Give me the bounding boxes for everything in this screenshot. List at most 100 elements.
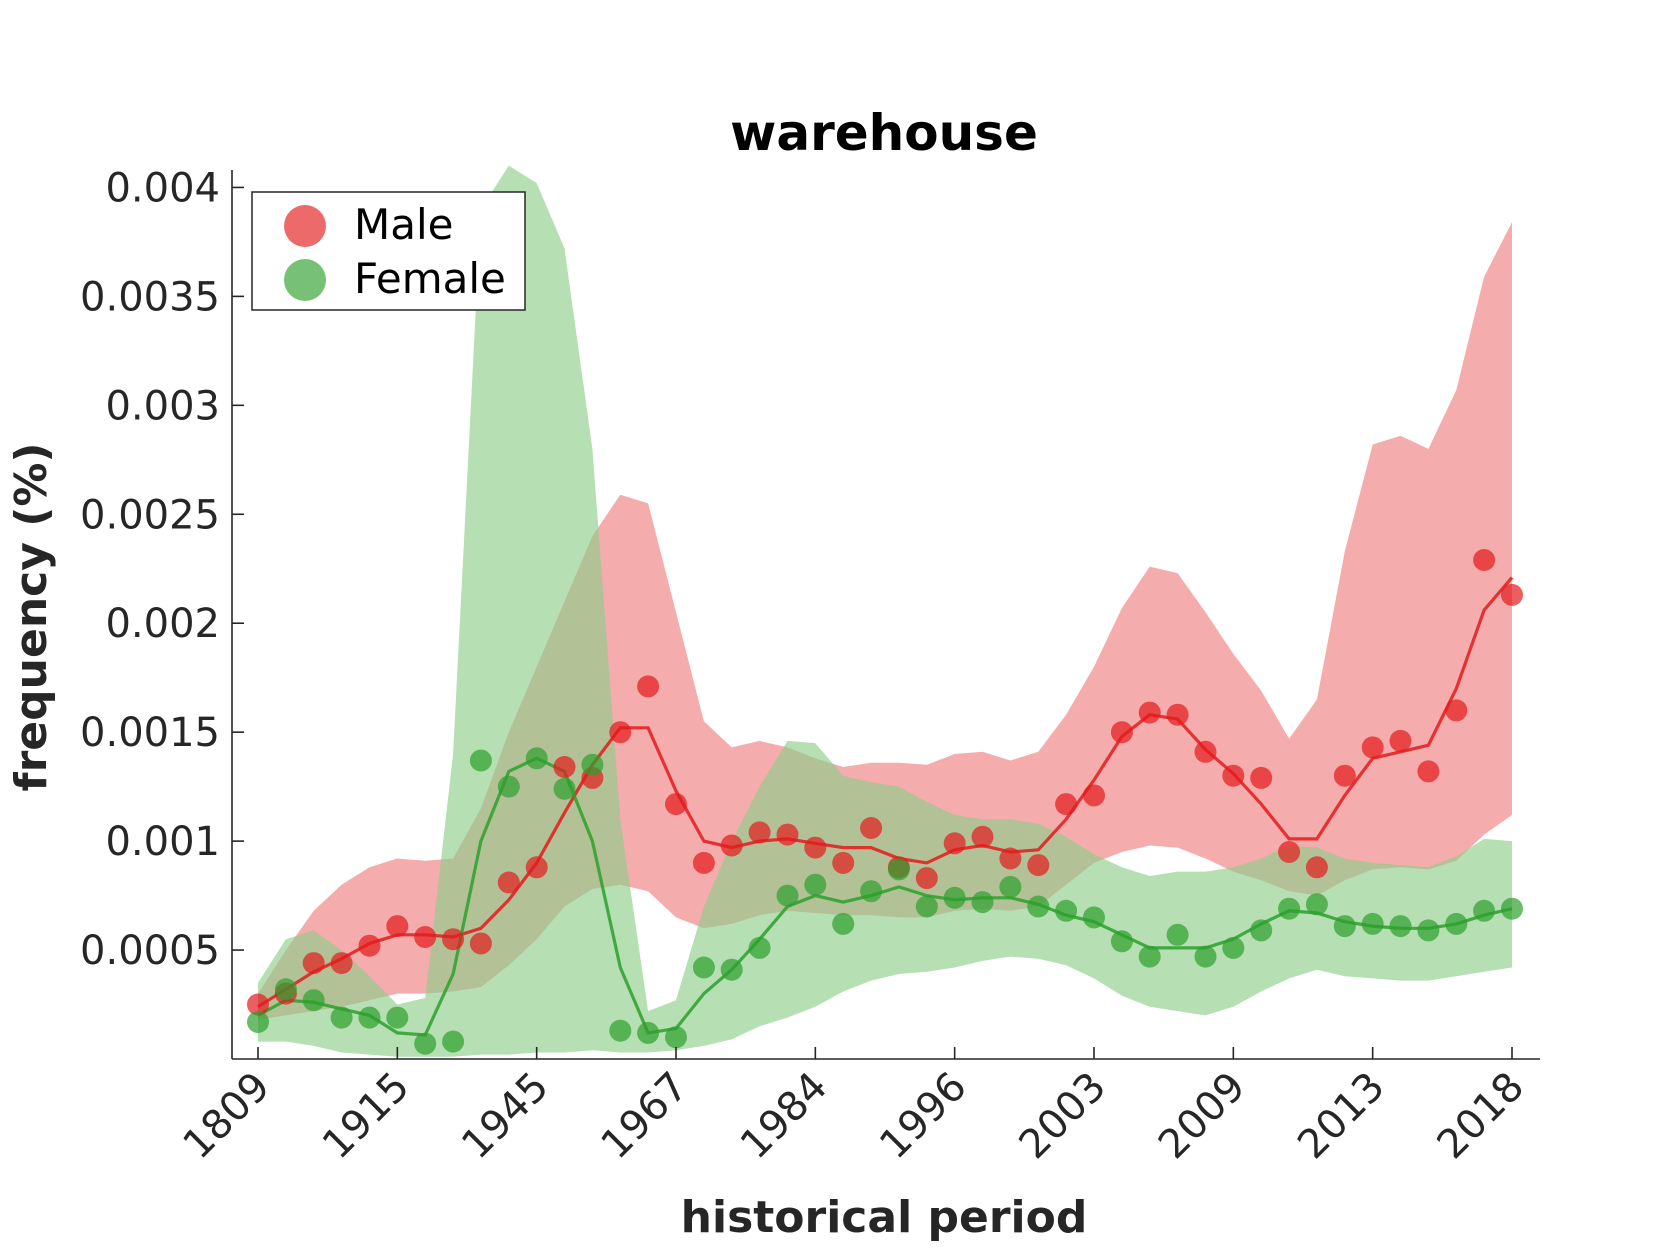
y-axis-label: frequency (%) (6, 442, 57, 791)
point-male (330, 952, 353, 975)
point-male (525, 856, 548, 879)
legend-label-male: Male (354, 200, 453, 249)
point-female (1027, 895, 1050, 918)
point-male (386, 915, 409, 938)
point-female (1166, 923, 1189, 946)
point-female (1333, 915, 1356, 938)
point-female (1194, 945, 1217, 968)
point-female (1138, 945, 1161, 968)
point-female (414, 1032, 437, 1055)
point-female (832, 912, 855, 935)
point-male (1389, 729, 1412, 752)
y-tick-label: 0.0015 (80, 710, 220, 756)
x-tick-label: 1984 (732, 1064, 837, 1169)
point-male (1083, 784, 1105, 807)
line-male (257, 576, 1514, 1009)
point-female (469, 749, 492, 772)
point-female (497, 775, 520, 798)
point-male (665, 793, 687, 816)
data-points (247, 549, 1523, 1055)
point-female (302, 989, 325, 1012)
point-female (1110, 930, 1133, 953)
point-female (553, 777, 576, 800)
y-axis-ticks: 0.0005 0.001 0.0015 0.002 0.0025 0.003 0.0035 0… (80, 165, 244, 974)
y-tick-label: 0.0025 (80, 492, 220, 538)
point-female (1361, 912, 1384, 935)
point-female (1222, 936, 1245, 959)
x-tick-label: 2013 (1289, 1064, 1394, 1169)
point-male (1138, 701, 1161, 724)
y-tick-label: 0.0005 (80, 928, 220, 974)
point-male (1250, 766, 1273, 789)
point-female (1305, 893, 1328, 916)
x-tick-label: 2003 (1011, 1064, 1116, 1169)
point-female (1417, 919, 1440, 942)
point-male (999, 847, 1022, 870)
point-male (1222, 764, 1245, 787)
point-male (1305, 856, 1328, 879)
point-male (637, 675, 660, 698)
point-female (637, 1021, 660, 1044)
point-male (247, 993, 269, 1016)
y-tick-label: 0.004 (105, 165, 220, 211)
point-male (497, 871, 520, 894)
point-male (1501, 583, 1523, 606)
point-female (247, 1011, 269, 1033)
point-male (943, 832, 966, 855)
point-male (1027, 854, 1050, 877)
point-male (860, 817, 883, 839)
x-tick-label: 1996 (871, 1064, 976, 1169)
x-tick-label: 2009 (1150, 1064, 1255, 1169)
x-tick-label: 1967 (593, 1064, 698, 1169)
point-male (1361, 736, 1384, 759)
point-male (442, 928, 465, 951)
x-axis-label: historical period (681, 1192, 1088, 1243)
x-axis-ticks: 1809 1915 1945 1967 1984 1996 2003 2009 2013 2018 (175, 1047, 1534, 1169)
y-tick-label: 0.003 (105, 383, 220, 429)
confidence-bands (258, 165, 1512, 1057)
point-male (971, 825, 994, 848)
point-female (1473, 899, 1496, 922)
point-female (720, 958, 743, 981)
band-female (258, 165, 1512, 1057)
point-female (525, 747, 548, 770)
point-male (609, 721, 632, 744)
point-female (609, 1019, 632, 1042)
y-tick-label: 0.0035 (80, 274, 220, 320)
axes (231, 170, 1540, 1060)
point-male (692, 851, 715, 874)
point-female (1250, 919, 1273, 942)
point-female (971, 891, 994, 914)
point-male (720, 834, 743, 857)
point-male (748, 821, 771, 844)
trend-lines (257, 576, 1514, 1037)
x-tick-label: 2018 (1429, 1064, 1534, 1169)
legend: Male Female (251, 191, 526, 311)
point-female (665, 1026, 687, 1049)
point-female (999, 875, 1022, 898)
point-female (1278, 897, 1301, 920)
y-tick-label: 0.001 (105, 819, 220, 865)
point-female (386, 1006, 409, 1029)
x-tick-label: 1809 (175, 1064, 280, 1169)
point-male (302, 952, 325, 975)
point-male (776, 823, 799, 846)
point-male (1055, 793, 1078, 816)
point-male (1166, 703, 1189, 726)
point-female (1083, 906, 1105, 929)
x-tick-label: 1945 (453, 1064, 558, 1169)
point-male (1417, 760, 1440, 783)
point-male (358, 934, 381, 957)
point-female (274, 978, 297, 1001)
point-female (581, 753, 604, 776)
legend-label-female: Female (354, 254, 506, 303)
point-male (804, 836, 827, 859)
point-female (1501, 897, 1523, 920)
point-female (860, 880, 883, 903)
x-tick-label: 1915 (314, 1064, 419, 1169)
point-female (887, 858, 910, 881)
point-male (1278, 841, 1301, 863)
point-male (832, 851, 855, 874)
point-female (776, 884, 799, 907)
point-female (748, 936, 771, 959)
